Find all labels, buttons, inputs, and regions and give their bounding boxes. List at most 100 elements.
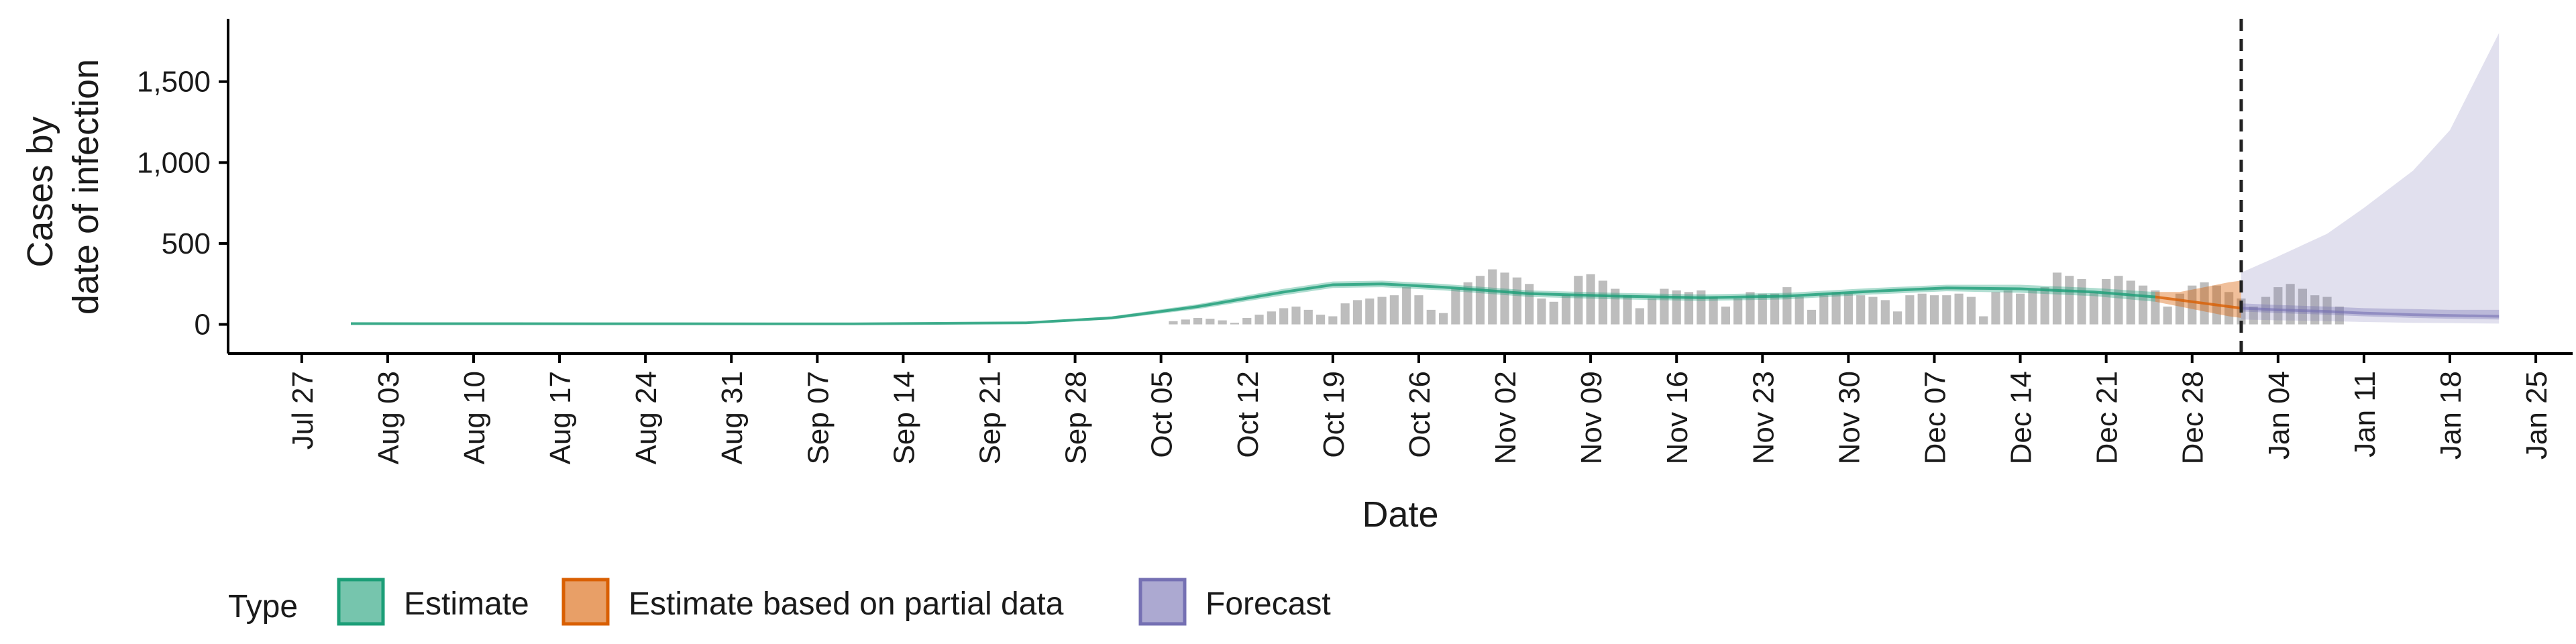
x-tick-label: Nov 02 xyxy=(1489,371,1522,464)
legend: Type Estimate Estimate based on partial d… xyxy=(228,578,1331,626)
x-tick-label: Dec 21 xyxy=(2091,371,2124,464)
reported-cases-bar xyxy=(1549,301,1558,325)
reported-cases-bar xyxy=(2102,279,2111,325)
reported-cases-bar xyxy=(1328,316,1338,325)
reported-cases-bar xyxy=(1463,282,1472,325)
reported-cases-bar xyxy=(2188,285,2197,325)
reported-cases-bar xyxy=(1905,295,1915,325)
reported-cases-bar xyxy=(2052,272,2062,325)
estimate-median-line xyxy=(350,282,2156,325)
reported-cases-bar xyxy=(1169,321,1178,325)
reported-cases-bar xyxy=(1721,307,1730,325)
x-tick-label: Aug 31 xyxy=(716,371,749,464)
x-tick-label: Jan 18 xyxy=(2434,371,2467,460)
reported-cases-bar xyxy=(2065,276,2074,325)
reported-cases-bar xyxy=(2224,292,2234,325)
reported-cases-bar xyxy=(1352,300,1362,325)
x-tick-label: Dec 28 xyxy=(2177,371,2210,464)
reported-cases-bar xyxy=(1684,292,1694,325)
reported-cases-bar xyxy=(2298,288,2308,325)
x-axis-title: Date xyxy=(1362,494,1438,535)
estimate-partial-median-line xyxy=(2155,295,2242,310)
x-tick-label: Aug 17 xyxy=(544,371,577,464)
reported-cases-bar xyxy=(1451,288,1460,325)
reported-cases-bar xyxy=(1254,315,1264,325)
reported-cases-bar xyxy=(2003,290,2012,325)
reported-cases-bar xyxy=(1291,307,1301,325)
reported-cases-bar xyxy=(2015,293,2025,325)
reported-cases-bar xyxy=(2089,292,2098,325)
forecast-median-line xyxy=(2241,307,2500,318)
y-tick-label: 1,000 xyxy=(137,146,211,179)
legend-label: Estimate xyxy=(404,586,529,622)
reported-cases-bar xyxy=(1979,316,1988,325)
reported-cases-bar xyxy=(1365,298,1375,325)
reported-cases-bar xyxy=(1475,276,1485,325)
reported-cases-bar xyxy=(1303,309,1313,325)
x-tick-label: Jan 25 xyxy=(2520,371,2553,460)
reported-cases-bar xyxy=(1537,298,1546,325)
reported-cases-bar xyxy=(1942,295,1951,325)
estimate-partial-band xyxy=(2155,280,2241,318)
x-tick-label: Oct 19 xyxy=(1318,371,1350,458)
legend-label: Forecast xyxy=(1205,586,1331,622)
x-tick-label: Oct 05 xyxy=(1146,371,1179,458)
reported-cases-bar xyxy=(2114,276,2123,325)
reported-cases-bar xyxy=(1230,323,1240,325)
legend-title: Type xyxy=(228,589,298,625)
x-tick-label: Jan 11 xyxy=(2349,371,2381,458)
reported-cases-bar xyxy=(2286,284,2295,325)
reported-cases-bar xyxy=(2249,307,2258,325)
reported-cases-bar xyxy=(1242,317,1252,325)
reported-cases-bar xyxy=(1929,295,1939,325)
reported-cases-bar xyxy=(1181,319,1190,325)
y-axis-title: Cases by date of infection xyxy=(20,59,106,315)
reported-cases-bar xyxy=(1794,297,1804,325)
x-tick-label: Sep 07 xyxy=(802,371,835,464)
y-tick-label: 0 xyxy=(195,309,211,341)
y-axis-title-line-2: date of infection xyxy=(66,59,106,315)
x-tick-label: Dec 14 xyxy=(2005,371,2038,464)
x-tick-label: Sep 14 xyxy=(888,371,920,464)
reported-cases-bar xyxy=(1438,313,1448,325)
estimate-ribbons xyxy=(351,33,2500,325)
x-tick-label: Aug 24 xyxy=(630,371,663,464)
x-tick-label: Oct 26 xyxy=(1403,371,1436,458)
reported-cases-bar xyxy=(2151,290,2160,325)
reported-cases-bar xyxy=(1807,309,1817,325)
reported-cases-bar xyxy=(1525,284,1534,325)
x-tick-label: Sep 21 xyxy=(974,371,1007,464)
forecast-outer-band xyxy=(2241,33,2500,324)
reported-cases-bar xyxy=(1648,298,1657,325)
axes: 0 500 1,000 1,500 Jul 27 Aug 03 Aug 10 Aug 17 A… xyxy=(137,19,2573,464)
x-tick-label: Nov 16 xyxy=(1661,371,1694,464)
reported-cases-bar xyxy=(1279,308,1289,325)
reported-cases-bar xyxy=(1340,303,1350,325)
y-tick-label: 1,500 xyxy=(137,66,211,99)
reported-cases-bar xyxy=(2040,287,2049,325)
reported-cases-bar xyxy=(1868,297,1878,325)
reported-cases-bar xyxy=(2126,280,2135,325)
reported-cases-bar xyxy=(1746,292,1755,325)
x-tick-label: Aug 10 xyxy=(458,371,491,464)
reported-cases-bar xyxy=(1316,315,1326,325)
reported-cases-bar xyxy=(1389,295,1399,325)
reported-cases-bar xyxy=(1672,290,1681,325)
reported-cases-bar xyxy=(1598,280,1608,325)
reported-cases-bar xyxy=(1267,311,1276,325)
x-tick-label: Nov 09 xyxy=(1575,371,1608,464)
reported-cases-bar xyxy=(1635,308,1644,325)
reported-cases-bar xyxy=(1218,320,1227,325)
reported-cases-bar xyxy=(1819,295,1829,325)
reported-cases-bar xyxy=(1426,309,1436,325)
reported-cases-bar xyxy=(1512,277,1521,325)
estimate-band xyxy=(351,280,2155,325)
reported-cases-bar xyxy=(1770,293,1780,325)
x-tick-label: Oct 12 xyxy=(1232,371,1265,458)
reported-cases-bar xyxy=(1880,300,1890,325)
reported-cases-bar xyxy=(1402,287,1411,325)
reported-cases-bar xyxy=(1917,293,1927,325)
reported-cases-bar xyxy=(1488,269,1497,325)
reported-cases-bar xyxy=(2273,287,2283,325)
